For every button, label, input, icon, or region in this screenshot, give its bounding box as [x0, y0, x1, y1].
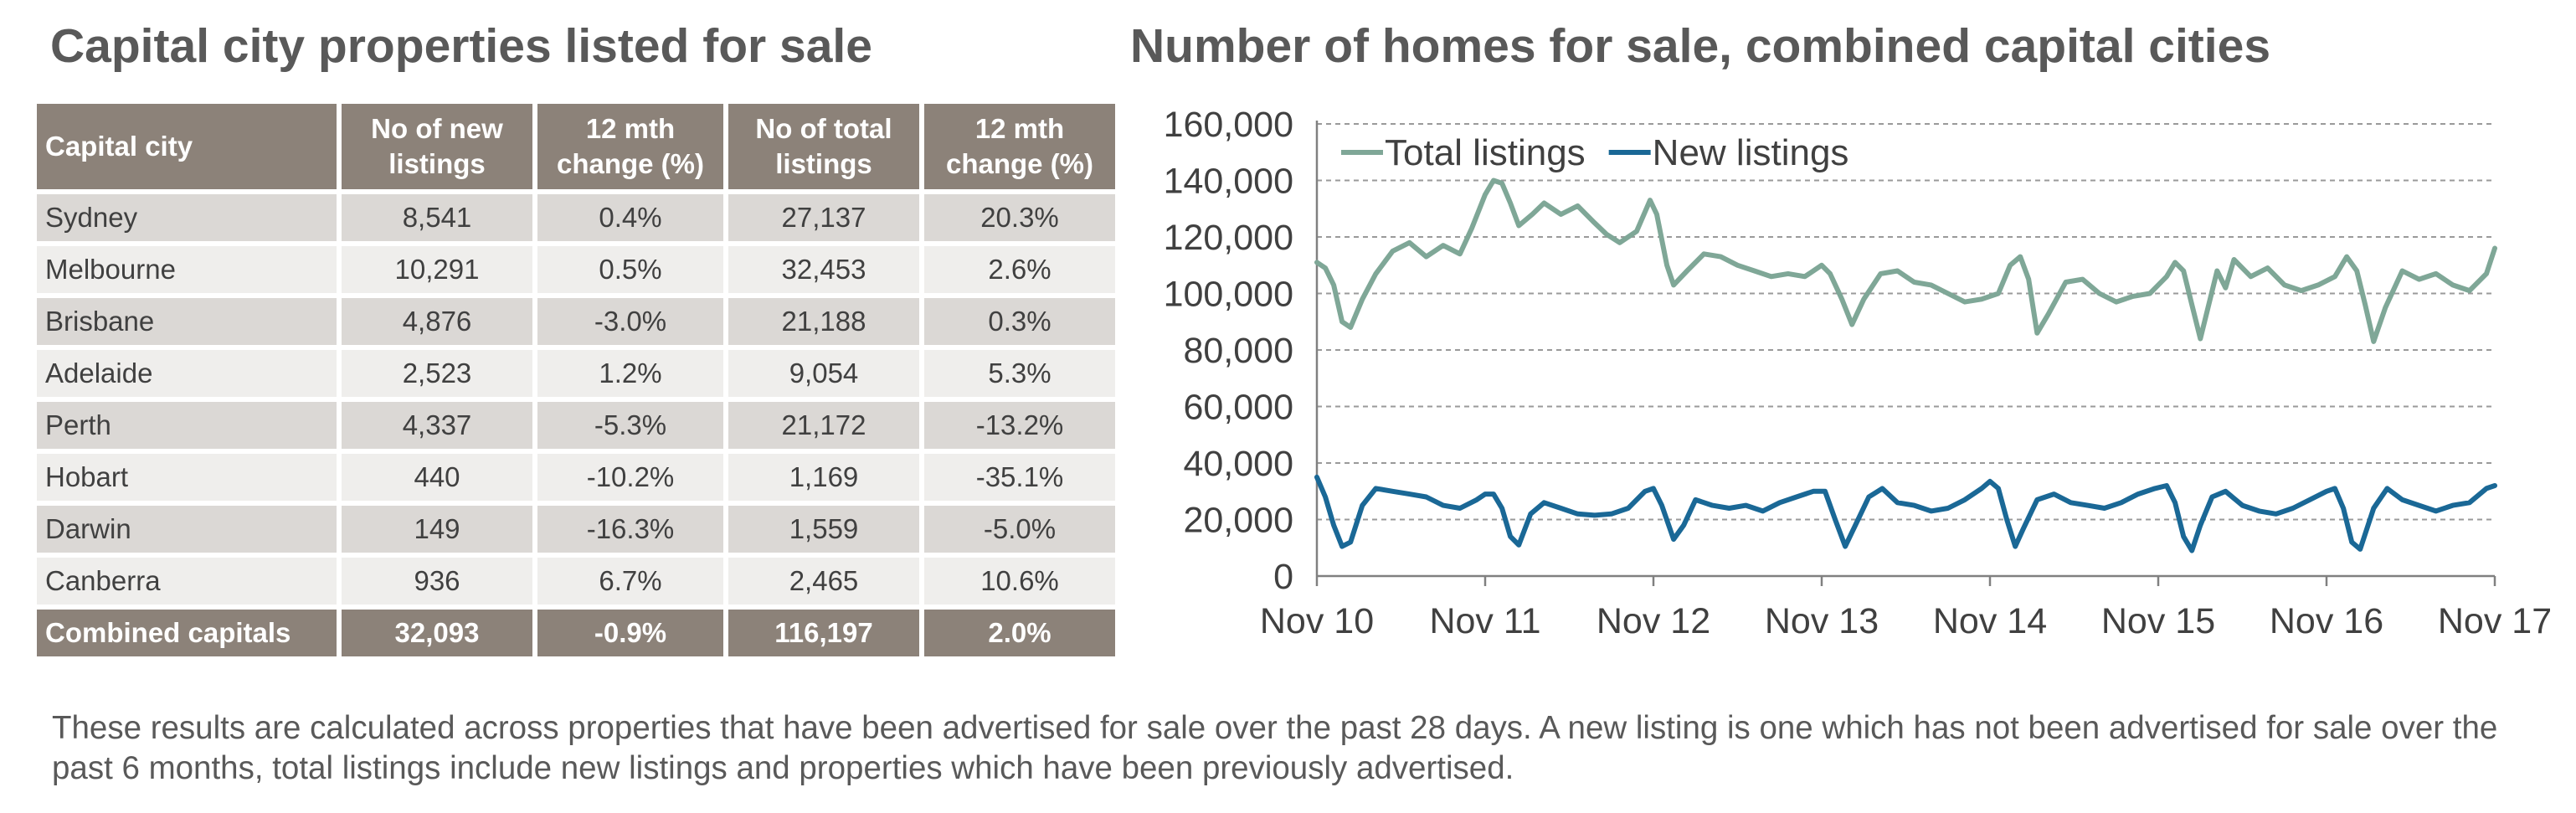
x-tick-label: Nov 17 — [2438, 601, 2552, 641]
table-row: Darwin 149 -16.3% 1,559 -5.0% — [37, 506, 1115, 553]
x-tick-label: Nov 16 — [2270, 601, 2383, 641]
legend: Total listings New listings — [1341, 132, 1848, 173]
x-tick-label: Nov 11 — [1429, 601, 1540, 641]
header-new-change: 12 mth change (%) — [537, 104, 723, 189]
gridlines — [1315, 121, 2495, 578]
value-cell: 936 — [342, 558, 532, 605]
table-row: Perth 4,337 -5.3% 21,172 -13.2% — [37, 402, 1115, 449]
table-row: Sydney 8,541 0.4% 27,137 20.3% — [37, 194, 1115, 241]
value-cell: 4,876 — [342, 298, 532, 345]
value-cell: 9,054 — [728, 350, 919, 397]
value-cell: 1.2% — [537, 350, 723, 397]
value-cell: 21,188 — [728, 298, 919, 345]
new-listings-line — [1314, 474, 2497, 553]
city-name-cell: Darwin — [37, 506, 337, 553]
header-capital-city: Capital city — [37, 104, 337, 189]
value-cell: 21,172 — [728, 402, 919, 449]
x-tick-label: Nov 14 — [1933, 601, 2047, 641]
header-new-listings: No of new listings — [342, 104, 532, 189]
value-cell: 0.5% — [537, 246, 723, 293]
value-cell: 8,541 — [342, 194, 532, 241]
y-tick-label: 20,000 — [1183, 501, 1293, 541]
legend-label: Total listings — [1385, 132, 1586, 173]
city-name-cell: Adelaide — [37, 350, 337, 397]
footer-cell: -0.9% — [537, 610, 723, 656]
y-tick-label: 140,000 — [1164, 162, 1293, 202]
x-tick-label: Nov 10 — [1260, 601, 1374, 641]
listings-line-chart: 0 20,000 40,000 60,000 80,000 100,000 120,000 1… — [1164, 105, 2553, 641]
value-cell: 2,465 — [728, 558, 919, 605]
table-row: Melbourne 10,291 0.5% 32,453 2.6% — [37, 246, 1115, 293]
footer-cell: Combined capitals — [37, 610, 337, 656]
value-cell: 0.4% — [537, 194, 723, 241]
value-cell: 10.6% — [924, 558, 1115, 605]
total-listings-line — [1314, 178, 2497, 344]
y-tick-label: 40,000 — [1183, 444, 1293, 484]
listings-table: Capital city No of new listings 12 mth c… — [32, 99, 1120, 661]
city-name-cell: Perth — [37, 402, 337, 449]
y-tick-label: 80,000 — [1183, 331, 1293, 371]
value-cell: -13.2% — [924, 402, 1115, 449]
x-tick-label: Nov 15 — [2101, 601, 2215, 641]
x-tick-label: Nov 13 — [1765, 601, 1879, 641]
y-tick-label: 0 — [1273, 557, 1293, 597]
value-cell: 2,523 — [342, 350, 532, 397]
value-cell: -5.0% — [924, 506, 1115, 553]
table-row: Hobart 440 -10.2% 1,169 -35.1% — [37, 454, 1115, 501]
y-tick-label: 60,000 — [1183, 388, 1293, 428]
y-tick-label: 120,000 — [1164, 218, 1293, 258]
legend-label: New listings — [1653, 132, 1849, 173]
header-total-listings: No of total listings — [728, 104, 919, 189]
table-row: Brisbane 4,876 -3.0% 21,188 0.3% — [37, 298, 1115, 345]
chart-title: Number of homes for sale, combined capit… — [1130, 19, 2271, 73]
city-name-cell: Canberra — [37, 558, 337, 605]
value-cell: 4,337 — [342, 402, 532, 449]
value-cell: 440 — [342, 454, 532, 501]
city-name-cell: Melbourne — [37, 246, 337, 293]
y-tick-label: 160,000 — [1164, 105, 1293, 145]
y-axis-ticks: 0 20,000 40,000 60,000 80,000 100,000 120,000 1… — [1164, 105, 1293, 597]
x-axis-ticks: Nov 10 Nov 11 Nov 12 Nov 13 Nov 14 Nov 15 Nov … — [1260, 576, 2552, 641]
header-total-change: 12 mth change (%) — [924, 104, 1115, 189]
table-row: Adelaide 2,523 1.2% 9,054 5.3% — [37, 350, 1115, 397]
value-cell: 27,137 — [728, 194, 919, 241]
value-cell: 20.3% — [924, 194, 1115, 241]
city-name-cell: Hobart — [37, 454, 337, 501]
value-cell: 149 — [342, 506, 532, 553]
value-cell: 10,291 — [342, 246, 532, 293]
footer-cell: 116,197 — [728, 610, 919, 656]
value-cell: 5.3% — [924, 350, 1115, 397]
y-tick-label: 100,000 — [1164, 275, 1293, 315]
value-cell: -3.0% — [537, 298, 723, 345]
table-title: Capital city properties listed for sale — [50, 19, 872, 73]
value-cell: 32,453 — [728, 246, 919, 293]
table-row: Canberra 936 6.7% 2,465 10.6% — [37, 558, 1115, 605]
x-tick-label: Nov 12 — [1597, 601, 1710, 641]
footer-cell: 32,093 — [342, 610, 532, 656]
value-cell: 1,559 — [728, 506, 919, 553]
table-header-row: Capital city No of new listings 12 mth c… — [37, 104, 1115, 189]
city-name-cell: Sydney — [37, 194, 337, 241]
value-cell: -16.3% — [537, 506, 723, 553]
value-cell: 0.3% — [924, 298, 1115, 345]
value-cell: 1,169 — [728, 454, 919, 501]
footnote: These results are calculated across prop… — [52, 710, 2498, 786]
footer-cell: 2.0% — [924, 610, 1115, 656]
city-name-cell: Brisbane — [37, 298, 337, 345]
table-footer-row: Combined capitals 32,093 -0.9% 116,197 2… — [37, 610, 1115, 656]
value-cell: -35.1% — [924, 454, 1115, 501]
value-cell: -10.2% — [537, 454, 723, 501]
series-lines — [1314, 178, 2497, 553]
value-cell: -5.3% — [537, 402, 723, 449]
value-cell: 2.6% — [924, 246, 1115, 293]
value-cell: 6.7% — [537, 558, 723, 605]
